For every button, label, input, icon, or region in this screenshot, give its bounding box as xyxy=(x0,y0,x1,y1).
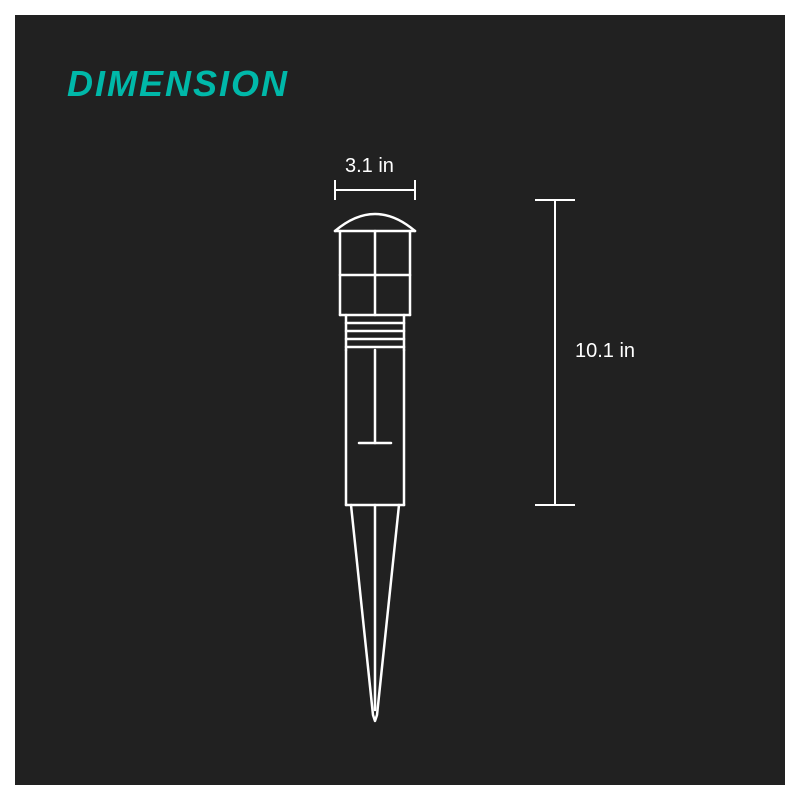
collar-ribs xyxy=(346,315,404,350)
product-dimension-diagram xyxy=(15,15,785,785)
product-outline xyxy=(335,214,415,721)
height-dimension-bracket xyxy=(535,200,575,505)
lantern-section xyxy=(340,231,410,315)
width-dimension-label: 3.1 in xyxy=(345,155,394,178)
body-cylinder xyxy=(346,350,404,505)
width-dimension-bracket xyxy=(335,180,415,200)
cap-dome xyxy=(335,214,415,231)
height-dimension-label: 10.1 in xyxy=(575,340,635,363)
diagram-canvas: DIMENSION xyxy=(15,15,785,785)
ground-stake xyxy=(351,505,399,721)
